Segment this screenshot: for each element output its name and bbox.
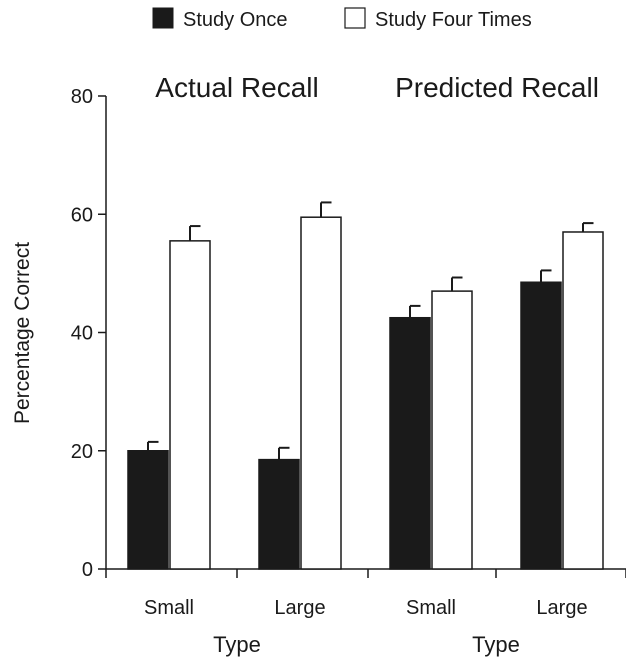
y-tick-label-60: 60 [71, 204, 93, 226]
category-labels: Small Large Type Small Large Type [144, 597, 588, 657]
y-tick-label-40: 40 [71, 323, 93, 345]
x-axis-label-panel-1: Type [472, 632, 520, 657]
x-tick-label-0-large: Large [274, 597, 325, 619]
panel-title-predicted-recall: Predicted Recall [395, 72, 599, 103]
legend-label-study-four-times: Study Four Times [375, 9, 532, 31]
bar-p0-large-study-four-times [300, 216, 342, 570]
bar-p0-small-study-once [127, 450, 169, 570]
y-axis-label: Percentage Correct [11, 242, 34, 424]
x-tick-label-0-small: Small [144, 597, 194, 619]
bars [127, 201, 604, 570]
bar-p1-small-study-four-times [431, 290, 473, 570]
x-tick-label-1-small: Small [406, 597, 456, 619]
y-tick-label-80: 80 [71, 86, 93, 108]
panel-title-actual-recall: Actual Recall [155, 72, 318, 103]
bar-p1-large-study-once [520, 281, 562, 570]
y-tick-label-0: 0 [82, 559, 93, 581]
x-axis-label-panel-0: Type [213, 632, 261, 657]
bar-p0-small-study-four-times [169, 240, 211, 570]
legend-swatch-study-once [152, 7, 174, 29]
y-tick-label-20: 20 [71, 441, 93, 463]
bar-p1-large-study-four-times [562, 231, 604, 570]
legend-swatch-study-four-times [344, 7, 366, 29]
bar-p1-small-study-once [389, 316, 431, 570]
legend: Study Once Study Four Times [152, 7, 532, 31]
bar-p0-large-study-once [258, 458, 300, 570]
legend-label-study-once: Study Once [183, 9, 288, 31]
x-tick-label-1-large: Large [536, 597, 587, 619]
